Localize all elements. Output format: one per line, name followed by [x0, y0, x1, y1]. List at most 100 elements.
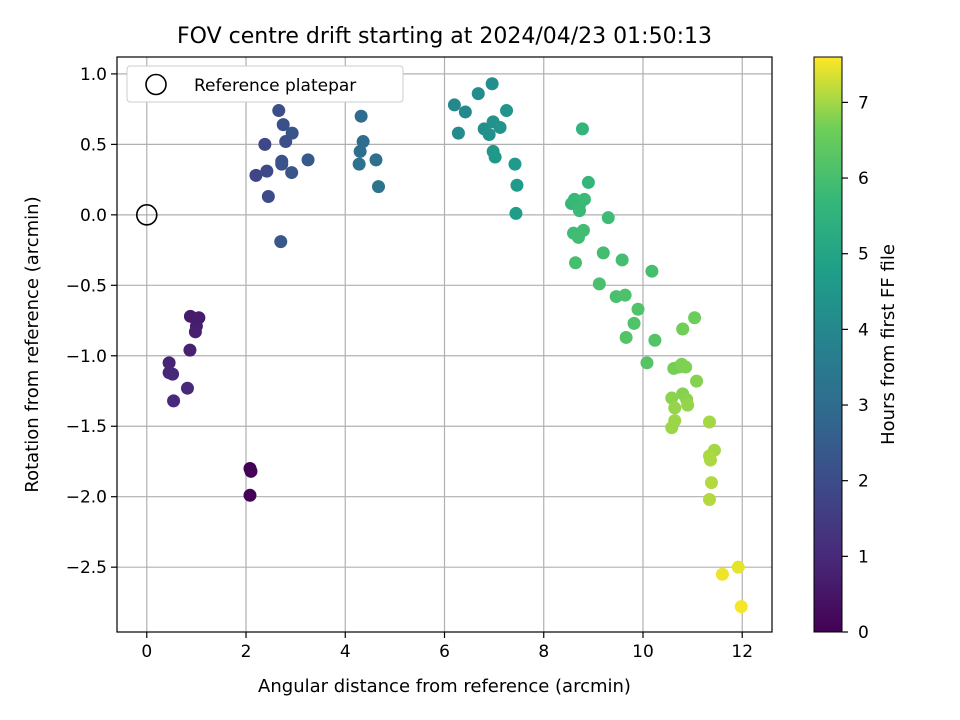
scatter-point [592, 277, 606, 291]
scatter-point [285, 126, 299, 140]
scatter-point [275, 157, 289, 171]
colorbar-tick-label: 7 [858, 93, 869, 113]
scatter-point [702, 415, 716, 429]
colorbar-gradient [813, 56, 843, 633]
scatter-point [488, 150, 502, 164]
data-points [162, 77, 748, 614]
scatter-point [690, 374, 704, 388]
scatter-point [301, 153, 315, 167]
scatter-point [601, 211, 615, 225]
scatter-point [715, 567, 729, 581]
y-tick-label: 0.0 [80, 206, 107, 226]
legend-marker-icon [145, 73, 167, 96]
chart-title: FOV centre drift starting at 2024/04/23 … [177, 24, 712, 49]
scatter-point [615, 253, 629, 267]
scatter-point [581, 175, 595, 189]
scatter-point [676, 322, 690, 336]
scatter-point [180, 381, 194, 395]
scatter-point [631, 302, 645, 316]
scatter-point [665, 421, 679, 435]
grid-lines [117, 57, 772, 632]
scatter-point [471, 87, 485, 101]
x-axis-ticks: 0 2 4 6 8 10 12 [141, 632, 753, 662]
x-tick-label: 6 [439, 642, 450, 662]
scatter-point [665, 391, 679, 405]
scatter-point [482, 128, 496, 142]
scatter-point [681, 398, 695, 412]
scatter-point [243, 488, 257, 502]
scatter-point [688, 311, 702, 325]
y-tick-label: 0.5 [80, 135, 107, 155]
y-tick-label: −1.5 [66, 417, 107, 437]
x-axis-label: Angular distance from reference (arcmin) [258, 676, 631, 697]
reference-platepar-marker [135, 204, 158, 226]
scatter-point [260, 164, 274, 178]
scatter-point [668, 401, 682, 415]
scatter-point [618, 288, 632, 302]
scatter-point [274, 235, 288, 249]
y-tick-label: −0.5 [66, 276, 107, 296]
scatter-point [577, 192, 591, 206]
colorbar-tick-label: 3 [858, 396, 869, 416]
x-tick-label: 12 [731, 642, 753, 662]
scatter-point [619, 330, 633, 344]
x-tick-label: 8 [538, 642, 549, 662]
scatter-point [596, 246, 610, 260]
scatter-point [188, 325, 202, 339]
colorbar: 0 1 2 3 4 5 6 7 Hours from first FF file [813, 56, 899, 643]
scatter-point [249, 168, 263, 182]
colorbar-tick-label: 0 [858, 623, 869, 643]
scatter-point [285, 166, 299, 180]
scatter-point [451, 126, 465, 140]
legend-entry: Reference platepar [194, 76, 356, 96]
scatter-point [731, 560, 745, 574]
x-tick-label: 10 [632, 642, 654, 662]
y-axis-label: Rotation from reference (arcmin) [22, 196, 43, 492]
scatter-point [356, 135, 370, 149]
colorbar-tick-label: 5 [858, 245, 869, 265]
scatter-point [352, 157, 366, 171]
colorbar-tick-label: 4 [858, 320, 869, 340]
scatter-point [272, 104, 286, 118]
scatter-point [276, 118, 290, 132]
y-tick-label: −2.5 [66, 558, 107, 578]
scatter-point [162, 356, 176, 370]
scatter-point [167, 394, 181, 408]
y-tick-label: 1.0 [80, 65, 107, 85]
scatter-point [353, 144, 367, 158]
scatter-point [704, 476, 718, 490]
scatter-point [648, 333, 662, 347]
scatter-point [702, 493, 716, 507]
scatter-point [258, 137, 272, 151]
scatter-point [734, 600, 748, 614]
scatter-point [493, 120, 507, 134]
scatter-point [575, 122, 589, 136]
scatter-point [572, 204, 586, 218]
y-axis-ticks: 1.0 0.5 0.0 −0.5 −1.0 −1.5 −2.0 −2.5 [66, 65, 117, 578]
scatter-point [679, 360, 693, 374]
scatter-point [627, 316, 641, 330]
scatter-point [458, 105, 472, 119]
scatter-point [244, 464, 258, 478]
scatter-point [485, 77, 499, 91]
scatter-point [576, 223, 590, 237]
x-tick-label: 4 [340, 642, 351, 662]
scatter-point [645, 264, 659, 278]
colorbar-ticks: 0 1 2 3 4 5 6 7 [842, 93, 869, 643]
scatter-point [508, 157, 522, 171]
scatter-point [703, 453, 717, 467]
colorbar-tick-label: 6 [858, 169, 869, 189]
colorbar-tick-label: 2 [858, 472, 869, 492]
y-tick-label: −1.0 [66, 347, 107, 367]
legend-box [126, 65, 404, 103]
scatter-point [509, 206, 523, 220]
scatter-point [447, 98, 461, 112]
x-tick-label: 0 [141, 642, 152, 662]
scatter-point [354, 109, 368, 123]
scatter-point [500, 104, 514, 118]
colorbar-label: Hours from first FF file [878, 244, 899, 445]
legend: Reference platepar [126, 65, 404, 103]
x-tick-label: 2 [241, 642, 252, 662]
scatter-point [640, 356, 654, 370]
scatter-point [261, 190, 275, 204]
